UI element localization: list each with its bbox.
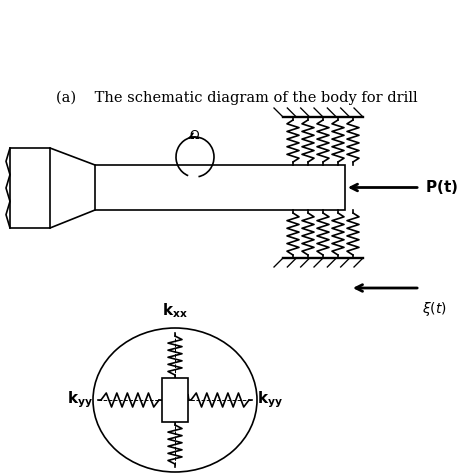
Text: (a)    The schematic diagram of the body for drill: (a) The schematic diagram of the body fo… [56, 91, 418, 105]
Text: $\mathbf{P(t)}$: $\mathbf{P(t)}$ [425, 179, 458, 197]
Bar [10, 148, 50, 228]
Text: $\mathbf{k_{yy}}$: $\mathbf{k_{yy}}$ [257, 390, 283, 410]
Bar [162, 378, 188, 422]
Bar [95, 165, 345, 210]
Text: $\mathbf{k_{xx}}$: $\mathbf{k_{xx}}$ [162, 301, 188, 320]
Text: $\Omega$: $\Omega$ [190, 129, 201, 142]
Polygon shape [50, 165, 95, 210]
Text: $\mathbf{k_{yy}}$: $\mathbf{k_{yy}}$ [67, 390, 93, 410]
Polygon shape [50, 148, 95, 228]
Text: $\xi(t)$: $\xi(t)$ [422, 300, 447, 318]
Ellipse shape [93, 328, 257, 472]
